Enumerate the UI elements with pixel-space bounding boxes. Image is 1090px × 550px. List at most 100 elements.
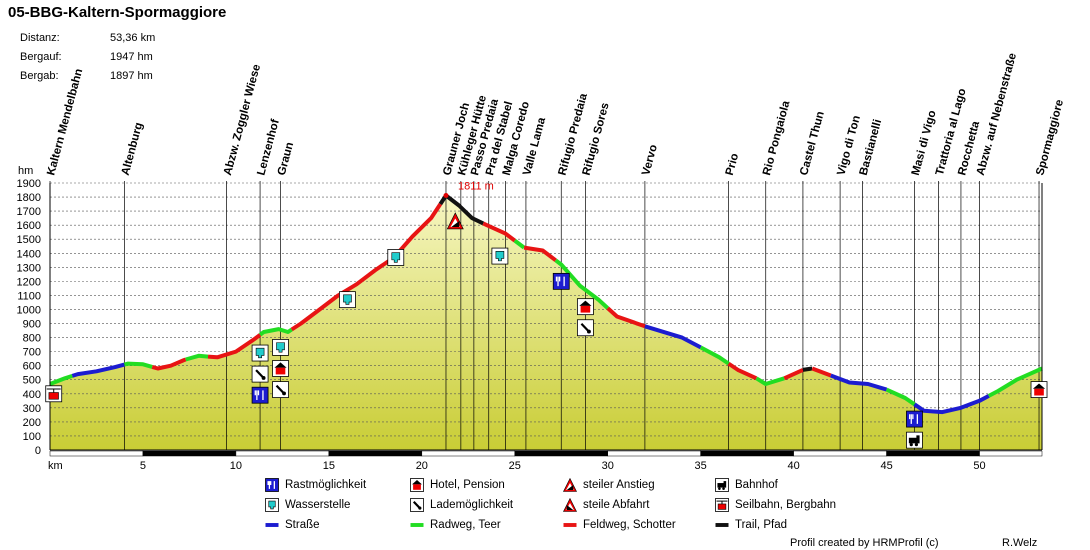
y-tick-label: 1300 bbox=[17, 262, 41, 274]
trail-line-swatch bbox=[715, 523, 729, 527]
y-tick-label: 100 bbox=[23, 431, 41, 443]
water-tap-icon bbox=[387, 249, 405, 266]
wheel bbox=[718, 487, 721, 490]
route-segment bbox=[811, 366, 832, 378]
legend-label: steile Abfahrt bbox=[583, 499, 650, 511]
loco-cab bbox=[916, 435, 920, 444]
tap bbox=[391, 252, 401, 263]
route-segment bbox=[987, 366, 1043, 398]
legend-label: Lademöglichkeit bbox=[430, 499, 514, 511]
elevation-profile-chart: 0 100 200 300 400 500 600 700 800 900 1000 1100 1200… bbox=[17, 52, 1067, 472]
cutlery-icon bbox=[265, 478, 279, 492]
house bbox=[580, 305, 591, 313]
steep-descent-icon bbox=[563, 498, 577, 512]
waypoint-label: Prio bbox=[724, 152, 741, 177]
x-tick-label: 30 bbox=[602, 460, 614, 472]
legend-item-laden: Lademöglichkeit bbox=[410, 498, 513, 512]
plug-head bbox=[261, 376, 266, 380]
x-tick-label: 20 bbox=[416, 460, 428, 472]
legend-label: Rastmöglichkeit bbox=[285, 479, 367, 491]
km-scale-band bbox=[49, 450, 144, 457]
km-scale-band bbox=[886, 450, 980, 457]
y-tick-label: 1900 bbox=[17, 178, 41, 190]
legend-label: Trail, Pfad bbox=[735, 519, 787, 531]
cutlery bbox=[254, 390, 264, 400]
legend-label: Wasserstelle bbox=[285, 499, 351, 511]
y-tick-label: 1500 bbox=[17, 234, 41, 246]
route-segment bbox=[207, 333, 262, 360]
legend-item-abfahrt: steile Abfahrt bbox=[563, 498, 649, 512]
legend-item-feldweg: Feldweg, Schotter bbox=[563, 518, 676, 532]
descent-value: 1897 hm bbox=[110, 70, 153, 82]
route-segment bbox=[123, 361, 153, 369]
legend-item-radweg: Radweg, Teer bbox=[410, 518, 501, 532]
route-segment bbox=[523, 245, 557, 262]
waypoint-label: Bastianelli bbox=[858, 118, 884, 177]
y-tick-label: 1200 bbox=[17, 276, 41, 288]
route-segment bbox=[727, 361, 758, 381]
steep-climb-icon bbox=[563, 478, 577, 492]
cutlery bbox=[267, 481, 275, 489]
cable-car-icon bbox=[715, 498, 729, 512]
cutlery-icon bbox=[552, 272, 570, 290]
y-tick-label: 200 bbox=[23, 417, 41, 429]
y-tick-label: 900 bbox=[23, 319, 41, 331]
legend-item-wasser: Wasserstelle bbox=[265, 498, 350, 512]
water-tap-icon bbox=[272, 339, 289, 356]
legend-item-anstieg: steiler Anstieg bbox=[563, 478, 655, 492]
legend-label: Radweg, Teer bbox=[430, 519, 501, 531]
hotel-icon bbox=[1030, 381, 1048, 398]
tap bbox=[255, 347, 265, 359]
bikepath-line-swatch bbox=[410, 523, 424, 527]
route-segment bbox=[606, 306, 646, 329]
charging-plug-icon bbox=[272, 381, 289, 398]
km-scale-band bbox=[700, 450, 794, 457]
y-tick-label: 500 bbox=[23, 375, 41, 387]
y-tick-label: 1400 bbox=[17, 248, 41, 260]
x-tick-label: 15 bbox=[323, 460, 335, 472]
cable-car-icon bbox=[45, 385, 63, 403]
legend-item-bahnhof: Bahnhof bbox=[715, 478, 778, 492]
route-segment bbox=[783, 368, 804, 381]
x-tick-label: 45 bbox=[880, 460, 892, 472]
legend-item-trail: Trail, Pfad bbox=[715, 518, 787, 532]
descent-label: Bergab: bbox=[20, 70, 59, 82]
waypoint-label: Masi di Vigo bbox=[910, 109, 939, 177]
house bbox=[1034, 388, 1044, 396]
max-elevation-label: 1811 m bbox=[458, 181, 494, 193]
hotel-icon bbox=[577, 298, 594, 316]
cutlery bbox=[909, 414, 918, 424]
roof bbox=[274, 362, 287, 368]
waypoint-label: Rifugio Sores bbox=[581, 101, 612, 176]
wheel bbox=[722, 487, 725, 490]
plug bbox=[255, 369, 265, 379]
route-segment bbox=[438, 193, 485, 226]
author-text: R.Welz bbox=[1002, 537, 1038, 549]
route-segment bbox=[49, 373, 73, 386]
wheel bbox=[909, 443, 913, 447]
profile-area bbox=[50, 195, 1042, 450]
route-segment bbox=[802, 366, 813, 372]
waypoint-label: Abzw. auf Nebenstraße bbox=[975, 52, 1019, 177]
water-tap-icon bbox=[265, 498, 279, 512]
cutlery bbox=[555, 276, 565, 287]
x-tick-label: 10 bbox=[230, 460, 242, 472]
cutlery-icon bbox=[906, 410, 923, 428]
water-tap-icon bbox=[339, 291, 356, 309]
km-scale-band bbox=[421, 450, 516, 457]
summit-marker bbox=[443, 193, 449, 199]
charging-plug-icon bbox=[577, 319, 594, 337]
swatch bbox=[715, 523, 729, 527]
hotel-icon bbox=[410, 478, 424, 492]
y-axis-label: hm bbox=[18, 165, 33, 177]
waypoint-label: Castel Thun bbox=[798, 110, 827, 177]
km-scale-band bbox=[979, 450, 1043, 457]
charging-plug-icon bbox=[410, 498, 424, 512]
y-tick-label: 800 bbox=[23, 333, 41, 345]
x-tick-label: 40 bbox=[788, 460, 800, 472]
y-tick-label: 1000 bbox=[17, 304, 41, 316]
house bbox=[413, 484, 421, 490]
route-segment bbox=[290, 202, 443, 332]
water-tap-icon bbox=[251, 344, 269, 362]
x-tick-label: 5 bbox=[140, 460, 146, 472]
